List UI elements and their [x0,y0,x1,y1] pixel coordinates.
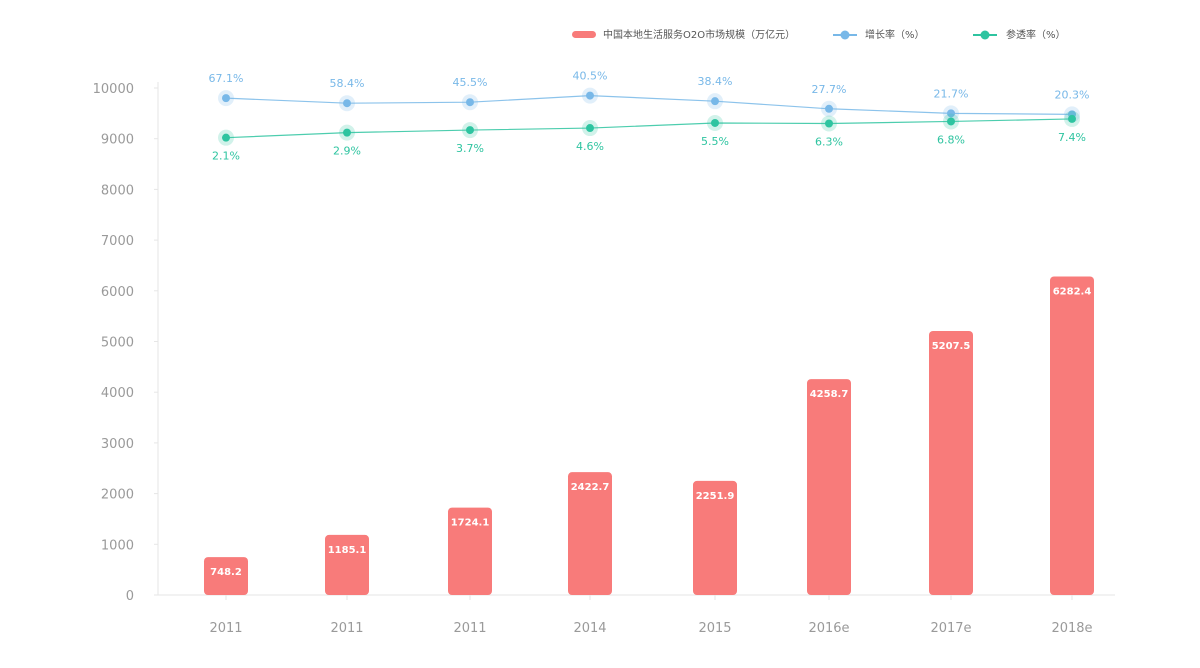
data-point [586,124,594,133]
legend-label-bar: 中国本地生活服务O2O市场规模（万亿元） [603,28,795,41]
point-value-label: 20.3% [1055,88,1090,101]
data-point [711,118,719,127]
growth-rate-line [225,95,1073,115]
data-point [586,91,594,100]
point-value-label: 38.4% [698,75,733,88]
y-tick-label: 0 [126,589,134,604]
bar [204,557,248,595]
y-tick-label: 1000 [101,538,134,553]
data-point [825,104,833,113]
bar-value-label: 2422.7 [571,482,610,493]
data-point [466,98,474,107]
y-tick-label: 4000 [101,386,134,401]
point-value-label: 27.7% [812,83,847,96]
bar [807,379,851,595]
bar [448,507,492,595]
data-point [947,117,955,126]
bar-value-label: 6282.4 [1053,286,1092,297]
x-tick-label: 2015 [698,621,731,636]
x-tick-label: 2011 [209,621,242,636]
point-value-label: 58.4% [330,77,365,90]
bars-layer: 748.2 1185.1 1724.1 2422.7 2251.9 4258.7 5207.… [204,276,1094,595]
axes: 0 1000 2000 3000 4000 5000 6000 7000 8000 9000 100… [93,82,1115,636]
bar-value-label: 1185.1 [328,545,367,556]
y-tick-label: 8000 [101,183,134,198]
point-value-label: 67.1% [209,72,244,85]
data-point [343,128,351,137]
x-tick-label: 2017e [930,621,971,636]
bar [1050,276,1094,595]
x-tick-label: 2011 [453,621,486,636]
data-point [1068,114,1076,123]
legend-label-growth: 增长率（%） [865,28,925,41]
point-value-label: 5.5% [701,135,729,148]
point-value-label: 2.9% [333,145,361,158]
y-tick-label: 10000 [93,82,134,97]
lines-layer: 67.1% 58.4% 45.5% 40.5% 38.4% 27.7% 21.7% 20.3%… [209,70,1090,163]
legend-swatch-marker [980,30,990,40]
data-point [711,97,719,106]
point-value-label: 6.8% [937,133,965,146]
data-point [825,119,833,128]
bar [568,472,612,595]
point-value-label: 40.5% [573,70,608,83]
bar-value-label: 1724.1 [451,518,490,529]
point-value-label: 7.4% [1058,131,1086,144]
point-value-label: 3.7% [456,142,484,155]
point-value-label: 21.7% [934,87,969,100]
y-tick-label: 2000 [101,488,134,503]
bar-value-label: 4258.7 [810,389,849,400]
penetration-rate-line [225,118,1073,139]
point-value-label: 2.1% [212,150,240,163]
data-point [947,109,955,118]
bar-value-label: 5207.5 [932,341,971,352]
data-point [343,99,351,108]
bar-value-label: 2251.9 [696,491,735,502]
x-tick-label: 2014 [573,621,606,636]
y-tick-label: 5000 [101,336,134,351]
data-point [222,133,230,142]
data-point [466,126,474,135]
point-value-label: 4.6% [576,140,604,153]
y-tick-label: 6000 [101,285,134,300]
y-tick-label: 9000 [101,133,134,148]
bar [693,480,737,595]
legend-swatch-bar [572,31,596,38]
legend-swatch-marker [840,30,850,40]
point-value-label: 6.3% [815,135,843,148]
x-tick-label: 2011 [330,621,363,636]
bar [325,534,369,595]
legend: 中国本地生活服务O2O市场规模（万亿元） 增长率（%） 参透率（%） [572,28,1066,41]
bar [929,330,973,595]
data-point [222,94,230,103]
legend-label-penetration: 参透率（%） [1006,28,1066,41]
x-tick-label: 2016e [808,621,849,636]
y-tick-label: 3000 [101,437,134,452]
y-tick-label: 7000 [101,234,134,249]
bar-value-label: 748.2 [210,567,242,578]
x-tick-label: 2018e [1051,621,1092,636]
point-value-label: 45.5% [453,76,488,89]
